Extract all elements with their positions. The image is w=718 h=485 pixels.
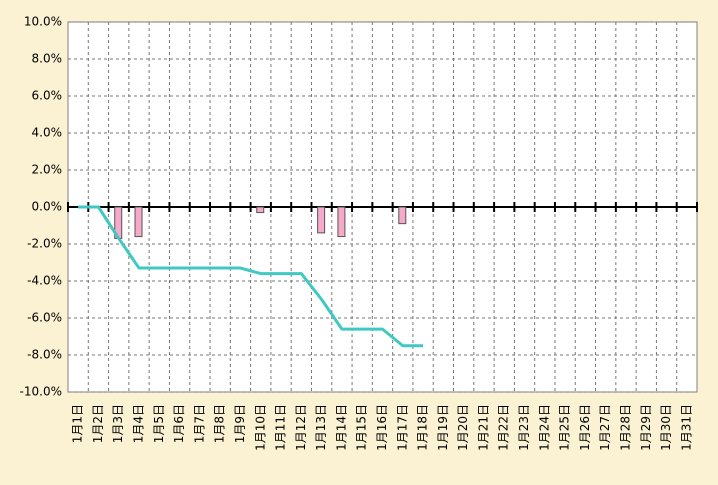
x-tick-label: 1月3日 bbox=[111, 404, 125, 443]
y-tick-label: 0.0% bbox=[32, 200, 63, 214]
x-tick-label: 1月21日 bbox=[476, 404, 490, 451]
y-tick-label: -8.0% bbox=[27, 348, 62, 362]
y-tick-label: 4.0% bbox=[32, 126, 63, 140]
x-tick-label: 1月14日 bbox=[334, 404, 348, 451]
x-tick-label: 1月15日 bbox=[355, 404, 369, 451]
x-tick-label: 1月1日 bbox=[71, 404, 85, 443]
bar bbox=[134, 206, 143, 238]
x-tick-label: 1月26日 bbox=[578, 404, 592, 451]
bar bbox=[337, 206, 346, 238]
x-tick-label: 1月23日 bbox=[517, 404, 531, 451]
x-tick-label: 1月30日 bbox=[659, 404, 673, 451]
x-tick-label: 1月27日 bbox=[598, 404, 612, 451]
x-tick-label: 1月18日 bbox=[416, 404, 430, 451]
x-tick-label: 1月20日 bbox=[456, 404, 470, 451]
y-tick-label: 2.0% bbox=[32, 163, 63, 177]
x-tick-label: 1月12日 bbox=[294, 404, 308, 451]
y-tick-label: -6.0% bbox=[27, 311, 62, 325]
x-tick-label: 1月19日 bbox=[436, 404, 450, 451]
x-tick-label: 1月28日 bbox=[618, 404, 632, 451]
x-tick-label: 1月16日 bbox=[375, 404, 389, 451]
x-tick-label: 1月10日 bbox=[253, 404, 267, 451]
x-tick-label: 1月4日 bbox=[132, 404, 146, 443]
bar bbox=[398, 206, 407, 225]
y-tick-label: -2.0% bbox=[27, 237, 62, 251]
x-tick-label: 1月11日 bbox=[274, 404, 288, 451]
y-tick-label: -4.0% bbox=[27, 274, 62, 288]
x-tick-label: 1月25日 bbox=[558, 404, 572, 451]
x-tick-label: 1月5日 bbox=[152, 404, 166, 443]
x-tick-label: 1月2日 bbox=[91, 404, 105, 443]
x-tick-label: 1月6日 bbox=[172, 404, 186, 443]
x-tick-label: 1月22日 bbox=[497, 404, 511, 451]
x-tick-label: 1月7日 bbox=[192, 404, 206, 443]
bar bbox=[256, 206, 265, 214]
y-tick-label: 6.0% bbox=[32, 89, 63, 103]
x-tick-label: 1月24日 bbox=[537, 404, 551, 451]
x-tick-label: 1月29日 bbox=[639, 404, 653, 451]
x-tick-label: 1月13日 bbox=[314, 404, 328, 451]
x-tick-label: 1月9日 bbox=[233, 404, 247, 443]
line bbox=[78, 205, 424, 348]
y-tick-label: -10.0% bbox=[20, 385, 62, 399]
y-tick-label: 8.0% bbox=[32, 52, 63, 66]
bar bbox=[317, 206, 326, 234]
x-tick-label: 1月8日 bbox=[213, 404, 227, 443]
x-tick-label: 1月17日 bbox=[395, 404, 409, 451]
y-tick-label: 10.0% bbox=[24, 15, 62, 29]
x-tick-label: 1月31日 bbox=[679, 404, 693, 451]
